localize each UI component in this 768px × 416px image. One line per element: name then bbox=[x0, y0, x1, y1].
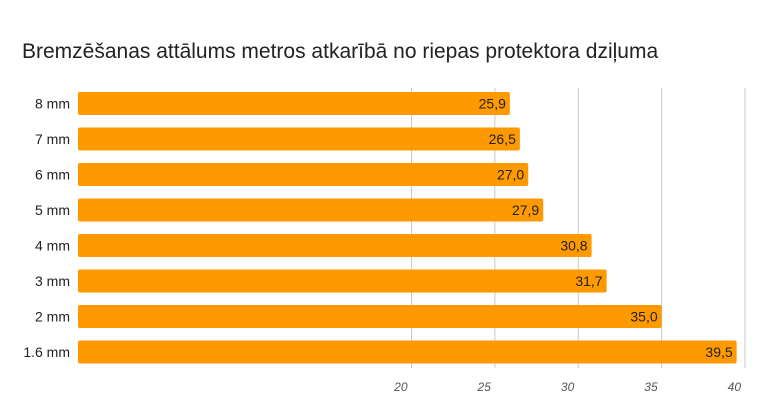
bar-value-label: 31,7 bbox=[575, 273, 602, 289]
category-label: 3 mm bbox=[35, 273, 70, 289]
category-label: 4 mm bbox=[35, 238, 70, 254]
category-label: 6 mm bbox=[35, 167, 70, 183]
category-label: 5 mm bbox=[35, 202, 70, 218]
bar bbox=[78, 127, 520, 151]
x-tick-label: 20 bbox=[393, 380, 408, 394]
bar bbox=[78, 163, 529, 186]
category-label: 7 mm bbox=[35, 131, 70, 147]
bar-value-label: 39,5 bbox=[705, 344, 732, 360]
bar bbox=[78, 340, 737, 364]
bar-value-label: 25,9 bbox=[479, 96, 506, 112]
category-label: 8 mm bbox=[35, 96, 70, 112]
category-labels: 8 mm 7 mm 6 mm 5 mm 4 mm 3 mm 2 mm 1.6 mm bbox=[23, 96, 70, 361]
bar-value-label: 26,5 bbox=[489, 131, 516, 147]
bar bbox=[78, 92, 510, 115]
chart-title: Bremzēšanas attālums metros atkarībā no … bbox=[22, 40, 659, 63]
bar-value-label: 27,0 bbox=[497, 167, 524, 183]
bar bbox=[78, 198, 544, 222]
bar bbox=[78, 305, 662, 328]
bar bbox=[78, 269, 607, 293]
x-tick-label: 35 bbox=[644, 380, 658, 394]
bars: 25,9 26,5 27,0 27,9 30,8 31,7 35,0 39,5 bbox=[78, 92, 737, 364]
bar bbox=[78, 234, 592, 257]
x-tick-labels: 20 25 30 35 40 bbox=[393, 380, 741, 394]
bar-value-label: 35,0 bbox=[630, 309, 657, 325]
bar-value-label: 30,8 bbox=[560, 238, 587, 254]
category-label: 1.6 mm bbox=[23, 344, 70, 360]
bar-value-label: 27,9 bbox=[512, 202, 539, 218]
x-tick-label: 40 bbox=[728, 380, 742, 394]
x-tick-label: 30 bbox=[561, 380, 575, 394]
x-tick-label: 25 bbox=[477, 380, 492, 394]
category-label: 2 mm bbox=[35, 309, 70, 325]
